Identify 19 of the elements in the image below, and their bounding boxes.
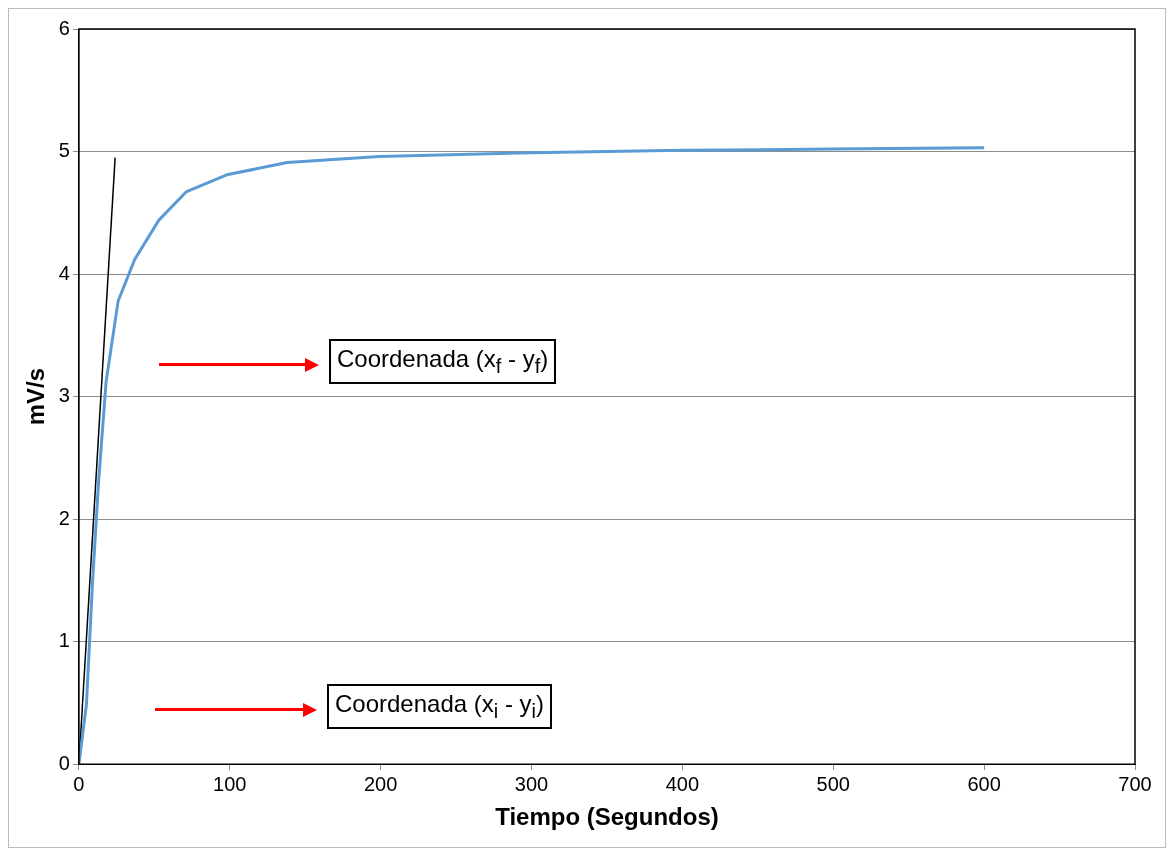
annotation: Coordenada (x$_{i}$ - y$_{i}$) xyxy=(327,684,552,729)
y-tick-label: 5 xyxy=(58,139,70,162)
y-tick-label: 1 xyxy=(58,629,70,652)
x-tick-label: 500 xyxy=(816,772,850,795)
y-tick-label: 4 xyxy=(58,261,70,284)
x-tick-label: 0 xyxy=(73,772,85,795)
x-tick-label: 400 xyxy=(665,772,700,795)
x-axis-title: Tiempo (Segundos) xyxy=(495,803,719,831)
x-tick-label: 700 xyxy=(1118,772,1152,795)
annotation: Coordenada (x$_{f}$ - y$_{f}$) xyxy=(329,339,557,384)
x-tick-label: 300 xyxy=(514,772,549,795)
y-tick-label: 3 xyxy=(58,384,70,407)
x-tick-label: 200 xyxy=(363,772,398,795)
x-tick-label: 100 xyxy=(213,772,247,795)
y-axis-title: mV/s xyxy=(22,367,50,426)
x-tick-label: 600 xyxy=(967,772,1001,795)
y-tick-label: 6 xyxy=(58,16,70,39)
y-tick-label: 2 xyxy=(58,506,70,529)
y-tick-label: 0 xyxy=(58,751,70,774)
